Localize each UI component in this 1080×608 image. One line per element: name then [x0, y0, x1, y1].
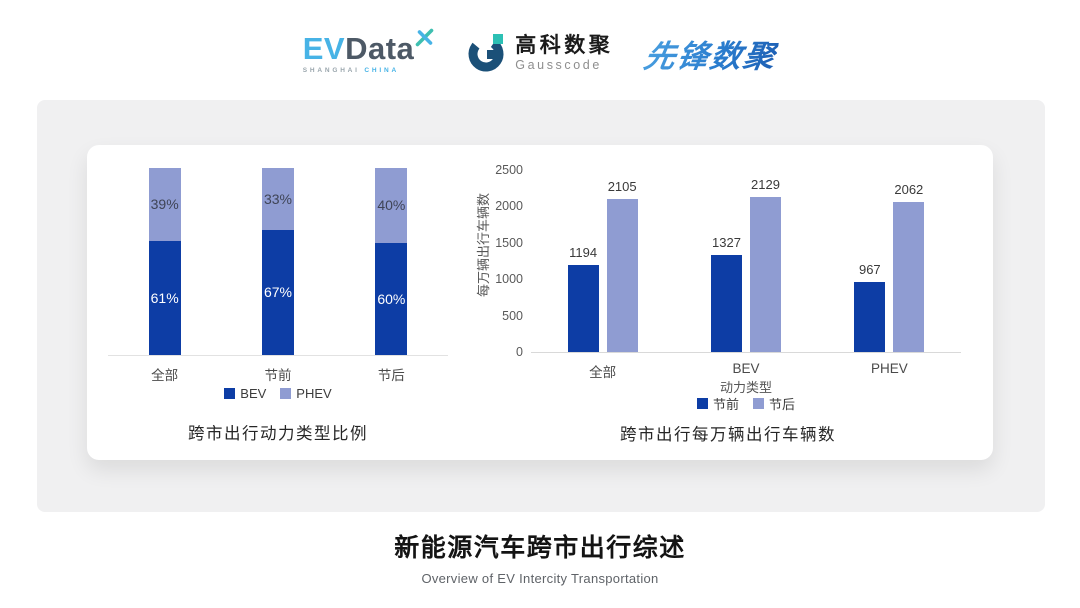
legend-swatch: [280, 388, 292, 399]
x-axis-label: 动力类型: [719, 380, 772, 395]
category-label: BEV: [732, 361, 760, 376]
legend-item: 节后: [753, 394, 795, 413]
y-tick-label: 1000: [495, 272, 523, 287]
charts-panel: 39% 61% 全部 33% 67% 节前 40% 60% 节后 BEV PHEV 跨市出行动力类…: [87, 145, 993, 460]
value-label: 967: [858, 261, 881, 277]
grouped-plot-area: 0 500 1000 1500 2000 2500 1194 2105 全部 1327 2129 BE…: [495, 163, 961, 380]
legend-item: PHEV: [280, 386, 332, 401]
gausscode-en-name: Gausscode: [515, 58, 602, 73]
stacked-bar-segment-phev: 39%: [148, 168, 181, 241]
grouped-bar: [893, 201, 925, 352]
grouped-bar-chart: 每万辆出行车辆数 0 500 1000 1500 2000 2500 1194 2105 全部 1…: [476, 163, 961, 460]
logo-bar: EV Data SHANGHAI CHINA 高科数聚 Gausscode: [0, 24, 1080, 82]
value-label: 2062: [894, 181, 924, 197]
legend-swatch: [696, 398, 708, 409]
evdata-logo: EV Data SHANGHAI CHINA: [302, 28, 435, 74]
value-label: 2105: [607, 178, 637, 194]
grouped-bar: [711, 255, 742, 352]
stacked-bar-segment-bev: 67%: [262, 229, 294, 355]
value-label: 1327: [712, 235, 741, 251]
category-label: 全部: [151, 368, 179, 383]
category-label: PHEV: [870, 361, 908, 376]
category-label: 全部: [589, 365, 617, 380]
y-tick-label: 0: [516, 345, 523, 359]
legend-label: BEV: [240, 386, 267, 401]
slide-subtitle: Overview of EV Intercity Transportation: [421, 571, 659, 586]
grouped-bar: [567, 265, 599, 352]
gausscode-logo: 高科数聚 Gausscode: [466, 33, 613, 73]
legend-swatch: [753, 398, 764, 409]
x-star-icon: [415, 28, 434, 46]
stacked-bar-chart: 39% 61% 全部 33% 67% 节前 40% 60% 节后 BEV PHEV 跨市出行动力类…: [108, 168, 448, 460]
y-tick-label: 1500: [495, 235, 523, 250]
g-mark-icon: [468, 34, 504, 72]
category-label: 节后: [377, 368, 405, 383]
evdata-wordmark: EV Data: [302, 28, 435, 66]
y-tick-label: 500: [502, 308, 523, 323]
grouped-chart-title: 跨市出行每万辆出行车辆数: [620, 426, 836, 444]
evdata-ev-text: EV: [302, 30, 346, 66]
evdata-data-text: Data: [345, 30, 415, 66]
gausscode-text: 高科数聚 Gausscode: [515, 34, 613, 72]
grouped-bar: [750, 197, 781, 352]
grouped-bar: [606, 198, 638, 352]
content-card: 39% 61% 全部 33% 67% 节前 40% 60% 节后 BEV PHEV 跨市出行动力类…: [37, 100, 1045, 512]
category-label: 节前: [264, 368, 292, 383]
xianfeng-logo: 先锋数聚: [641, 31, 781, 76]
legend-label: 节前: [712, 397, 739, 412]
value-label: 2129: [751, 177, 780, 192]
stacked-plot-area: 39% 61% 全部 33% 67% 节前 40% 60% 节后: [108, 168, 448, 383]
stacked-bar-segment-phev: 40%: [375, 168, 408, 243]
legend-label: PHEV: [296, 386, 332, 401]
stacked-bar-segment-phev: 33%: [262, 168, 294, 230]
stacked-chart-legend: BEV PHEV: [108, 386, 448, 401]
legend-item: BEV: [224, 386, 266, 401]
legend-label: 节后: [769, 397, 796, 412]
legend-swatch: [224, 388, 236, 399]
evdata-tagline: SHANGHAI CHINA: [303, 67, 399, 74]
slide-footer: 新能源汽车跨市出行综述 Overview of EV Intercity Tra…: [0, 528, 1080, 586]
grouped-bar: [854, 281, 886, 352]
stacked-bar-segment-bev: 61%: [148, 240, 181, 355]
evdata-tagline-china: CHINA: [364, 66, 399, 74]
y-tick-label: 2500: [495, 163, 523, 177]
grouped-chart-legend: 节前 节后: [531, 394, 961, 413]
slide-title: 新能源汽车跨市出行综述: [394, 534, 686, 562]
evdata-tagline-shanghai: SHANGHAI: [302, 66, 360, 74]
gausscode-cn-name: 高科数聚: [515, 33, 614, 57]
stacked-bar-segment-bev: 60%: [375, 242, 408, 355]
y-tick-label: 2000: [495, 199, 523, 214]
stacked-chart-title: 跨市出行动力类型比例: [188, 425, 368, 443]
value-label: 1194: [569, 245, 598, 261]
legend-item: 节前: [696, 394, 739, 413]
